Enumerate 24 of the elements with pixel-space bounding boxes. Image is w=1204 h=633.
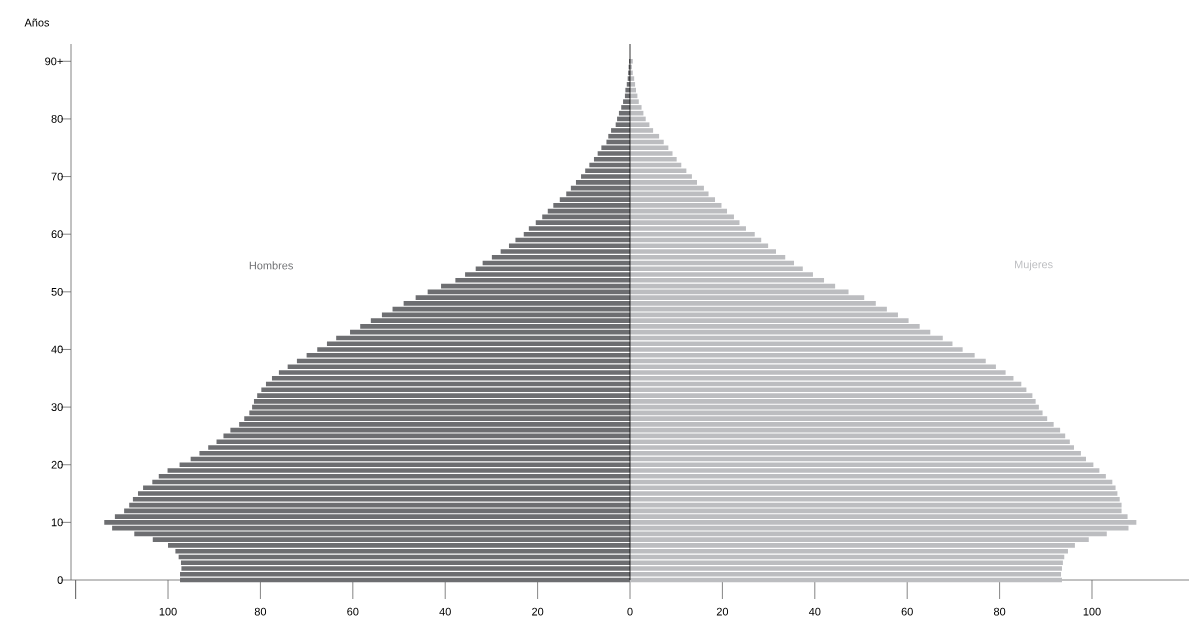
x-tick-label: 100 [159,607,177,616]
y-tick-label: 70 [51,172,63,181]
y-tick-label: 20 [51,460,63,469]
y-tick-label: 90+ [45,57,63,66]
x-tick-label: 100 [1083,607,1101,616]
y-tick-label: 30 [51,403,63,411]
x-tick-label: 60 [347,607,359,616]
x-tick-label: 80 [254,607,267,616]
x-tick-label: 60 [901,607,913,616]
text: Mujeres [1015,260,1053,271]
y-tick-label: 50 [51,287,63,296]
text: Hombres [249,261,293,270]
y-tick-label: 0 [57,576,63,584]
x-tick-label: 80 [993,607,1006,616]
y-tick-label: 40 [51,345,63,354]
x-tick-label: 40 [808,607,821,616]
x-tick-label: 0 [627,607,633,616]
y-tick-label: 80 [51,115,63,123]
y-tick-label: 10 [51,518,63,527]
x-tick-label: 20 [532,607,544,616]
x-tick-label: 20 [716,607,729,616]
x-tick-label: 40 [439,607,451,616]
y-tick-label: 60 [51,230,63,239]
y-axis-title: Años [24,18,50,27]
